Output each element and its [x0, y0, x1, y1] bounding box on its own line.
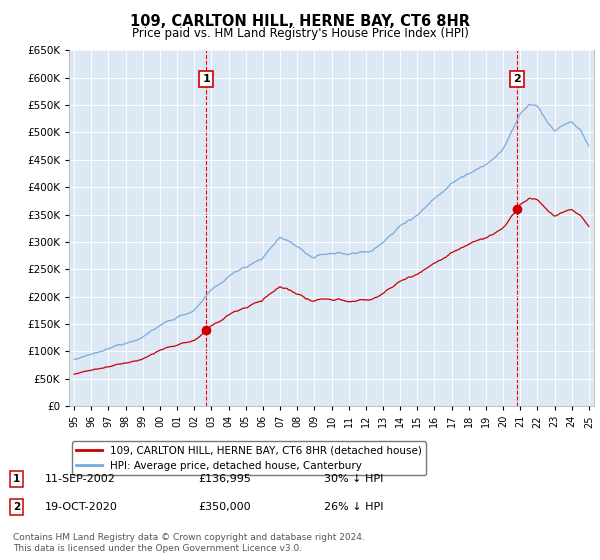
- Text: 11-SEP-2002: 11-SEP-2002: [45, 474, 116, 484]
- Text: 19-OCT-2020: 19-OCT-2020: [45, 502, 118, 512]
- Text: Contains HM Land Registry data © Crown copyright and database right 2024.
This d: Contains HM Land Registry data © Crown c…: [13, 533, 365, 553]
- Text: Price paid vs. HM Land Registry's House Price Index (HPI): Price paid vs. HM Land Registry's House …: [131, 27, 469, 40]
- Text: 1: 1: [13, 474, 20, 484]
- Text: £350,000: £350,000: [198, 502, 251, 512]
- Text: 2: 2: [13, 502, 20, 512]
- Text: 1: 1: [202, 74, 210, 84]
- Text: 26% ↓ HPI: 26% ↓ HPI: [324, 502, 383, 512]
- Text: 2: 2: [513, 74, 521, 84]
- Text: £136,995: £136,995: [198, 474, 251, 484]
- Legend: 109, CARLTON HILL, HERNE BAY, CT6 8HR (detached house), HPI: Average price, deta: 109, CARLTON HILL, HERNE BAY, CT6 8HR (d…: [71, 441, 426, 475]
- Text: 109, CARLTON HILL, HERNE BAY, CT6 8HR: 109, CARLTON HILL, HERNE BAY, CT6 8HR: [130, 14, 470, 29]
- Text: 30% ↓ HPI: 30% ↓ HPI: [324, 474, 383, 484]
